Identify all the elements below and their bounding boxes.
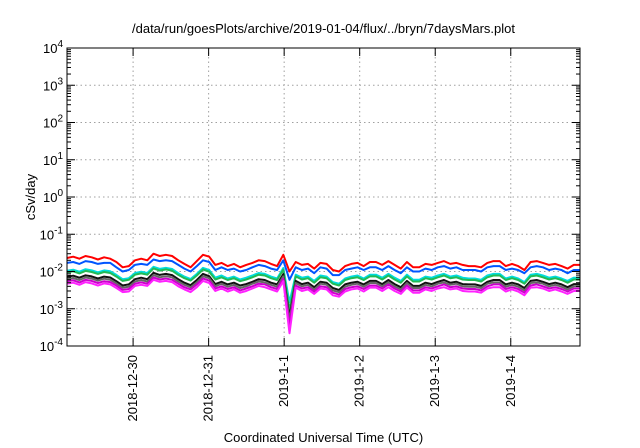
series-line-0 (66, 252, 580, 273)
x-tick-label: 2019-1-1 (276, 355, 291, 407)
series-line-7 (66, 278, 580, 335)
y-axis-label: cSv/day (23, 173, 38, 220)
y-tick-exponent: 4 (57, 39, 63, 50)
y-tick-base: 10 (40, 302, 54, 317)
y-tick-exponent: -2 (54, 263, 63, 274)
grid-lines (67, 48, 580, 346)
series-line-4 (66, 271, 580, 318)
series-line-5 (66, 274, 580, 321)
y-tick-exponent: 2 (57, 114, 63, 125)
series-line-6 (66, 276, 580, 327)
x-tick-label: 2019-1-2 (352, 355, 367, 407)
y-tick-label: 102 (43, 114, 63, 131)
series-line-3 (66, 267, 580, 312)
y-tick-base: 10 (43, 78, 57, 93)
y-tick-label: 101 (43, 151, 63, 168)
y-tick-label: 10-4 (40, 337, 64, 354)
series-lines (66, 252, 580, 335)
x-tick-label: 2019-1-3 (427, 355, 442, 407)
y-tick-base: 10 (43, 116, 57, 131)
y-tick-base: 10 (43, 153, 57, 168)
x-tick-label: 2018-12-31 (201, 355, 216, 422)
x-tick-label: 2019-1-4 (503, 355, 518, 407)
y-tick-exponent: 0 (57, 188, 63, 199)
y-tick-label: 104 (43, 39, 63, 56)
axis-ticks (67, 47, 580, 347)
y-tick-exponent: -4 (54, 337, 63, 348)
y-tick-base: 10 (43, 41, 57, 56)
y-tick-base: 10 (40, 265, 54, 280)
series-line-1 (66, 258, 580, 281)
y-tick-exponent: -1 (54, 225, 63, 236)
x-axis-label: Coordinated Universal Time (UTC) (224, 430, 423, 445)
y-tick-label: 103 (43, 76, 63, 93)
x-tick-label: 2018-12-30 (125, 355, 140, 422)
y-tick-label: 10-2 (40, 263, 64, 280)
y-tick-base: 10 (40, 339, 54, 354)
y-tick-label: 100 (43, 188, 63, 205)
chart-title: /data/run/goesPlots/archive/2019-01-04/f… (132, 21, 515, 36)
series-line-2 (66, 265, 580, 304)
y-tick-exponent: -3 (54, 300, 63, 311)
y-tick-exponent: 3 (57, 76, 63, 87)
y-tick-base: 10 (43, 190, 57, 205)
y-tick-label: 10-3 (40, 300, 64, 317)
y-tick-base: 10 (40, 227, 54, 242)
x-tick-labels: 2018-12-30 2018-12-31 2019-1-1 2019-1-2 2019… (125, 355, 518, 422)
y-tick-label: 10-1 (40, 225, 64, 242)
y-tick-exponent: 1 (57, 151, 63, 162)
